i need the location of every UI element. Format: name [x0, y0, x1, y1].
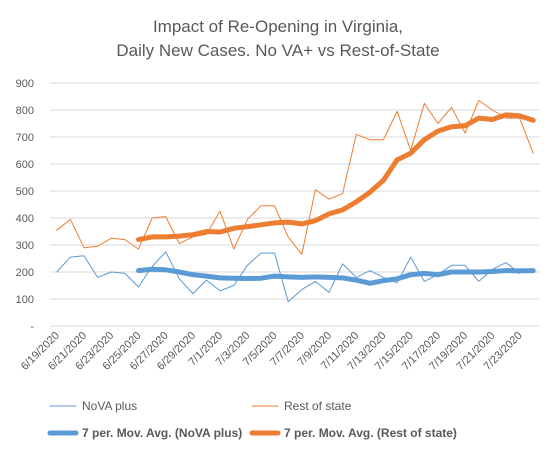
y-tick-label: 800: [16, 105, 34, 117]
y-tick-label: -: [30, 321, 34, 333]
legend: NoVA plus Rest of state 7 per. Mov. Avg. (…: [47, 399, 457, 440]
legend-label: 7 per. Mov. Avg. (Rest of state): [284, 426, 457, 440]
y-tick-label: 500: [16, 186, 34, 198]
y-tick-label: 200: [16, 267, 34, 279]
legend-label: NoVA plus: [82, 399, 137, 413]
series-lines: [56, 100, 536, 303]
series-line-3: [136, 266, 536, 286]
y-tick-label: 600: [16, 159, 34, 171]
gridlines: [50, 82, 540, 327]
y-tick-label: 100: [16, 294, 34, 306]
y-tick-label: 400: [16, 213, 34, 225]
chart-title-line-2: Daily New Cases. No VA+ vs Rest-of-State: [116, 41, 439, 60]
legend-label: 7 per. Mov. Avg. (NoVA plus): [82, 426, 242, 440]
y-tick-label: 300: [16, 240, 34, 252]
y-tick-label: 900: [16, 78, 34, 90]
y-tick-label: 700: [16, 132, 34, 144]
series-line-2: [56, 100, 534, 255]
chart-title-line-1: Impact of Re-Opening in Virginia,: [153, 17, 403, 36]
y-axis-tick-labels: - 100 200 300 400 500 600 700 800 900: [16, 78, 35, 333]
legend-label: Rest of state: [284, 399, 352, 413]
series-line-4: [136, 112, 536, 243]
